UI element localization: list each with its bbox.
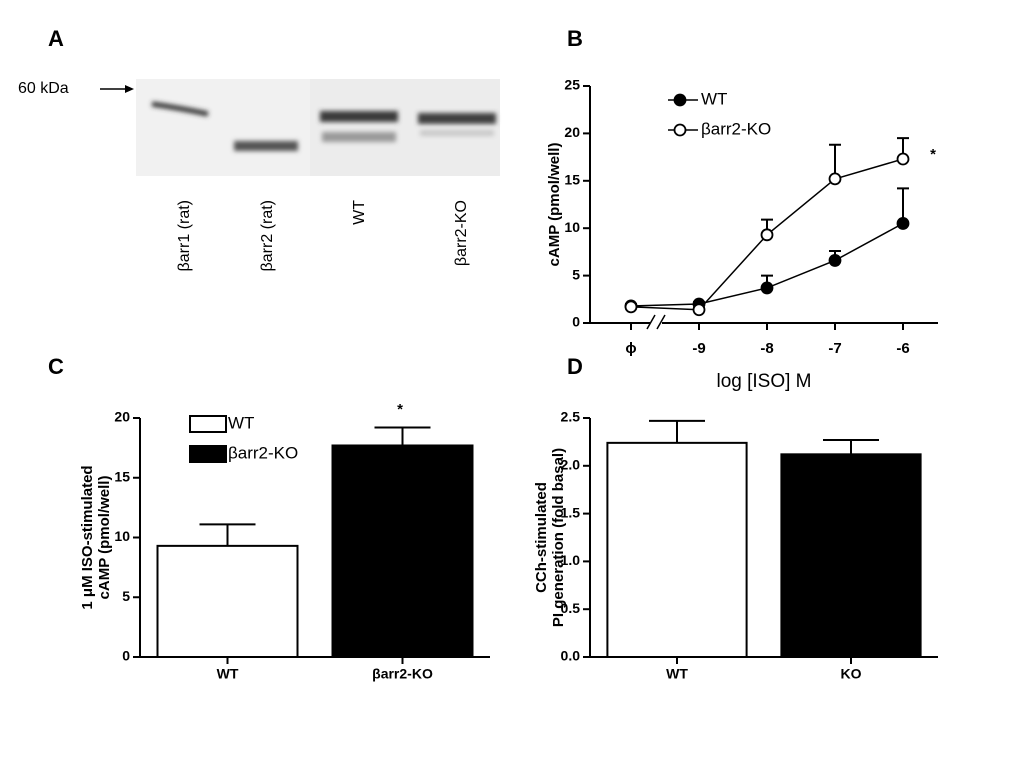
y-tick-label: 5 (572, 266, 580, 282)
legend-label: βarr2-KO (228, 443, 298, 462)
bar (606, 441, 748, 658)
x-tick-label: -7 (828, 340, 841, 357)
point (760, 281, 774, 295)
axis-break (656, 314, 666, 330)
legend-swatch (189, 415, 227, 433)
y-axis-label: 1 μM ISO-stimulated (79, 465, 96, 609)
x-tick-label: WT (666, 666, 688, 682)
x-tick-label: ϕ (625, 340, 636, 357)
point (624, 300, 638, 314)
point (828, 254, 842, 267)
bar (331, 444, 474, 658)
y-tick-label: 1.5 (561, 504, 581, 520)
lane-label: βarr2-KO (453, 200, 470, 266)
point (828, 172, 842, 186)
legend-label: WT (701, 89, 727, 108)
y-tick-label: 20 (564, 124, 580, 140)
y-tick-label: 1.0 (561, 552, 581, 568)
point (896, 152, 910, 166)
y-tick-label: 0.0 (561, 648, 581, 664)
error-bar (823, 438, 879, 455)
arrow (100, 85, 134, 93)
y-tick-label: 20 (114, 409, 130, 425)
legend-swatch (189, 445, 227, 463)
axis-break-gap (650, 319, 662, 327)
x-tick-label: -9 (692, 340, 705, 357)
y-axis-label: PI generation (fold basal) (550, 448, 567, 627)
legend-label: βarr2-KO (701, 119, 771, 138)
panel-letter: A (48, 26, 64, 51)
error-bar (649, 419, 705, 443)
y-tick-label: 2.0 (561, 457, 581, 473)
annotation: * (397, 401, 403, 418)
lane-label: WT (351, 200, 368, 225)
y-tick-label: 0 (122, 648, 130, 664)
point (760, 228, 774, 242)
lane-label: βarr1 (rat) (176, 200, 193, 271)
x-tick-label: KO (841, 666, 862, 682)
y-tick-label: 15 (114, 468, 130, 484)
bar (156, 544, 299, 658)
axis-break (646, 314, 656, 330)
y-axis-label: cAMP (pmol/well) (546, 143, 563, 267)
marker-label: 60 kDa (18, 80, 69, 97)
x-axis-label: log [ISO] M (716, 371, 811, 392)
y-tick-label: 2.5 (561, 409, 581, 425)
panel-letter: B (567, 26, 583, 51)
y-tick-label: 0.5 (561, 600, 581, 616)
x-tick-label: -8 (760, 340, 773, 357)
y-tick-label: 5 (122, 588, 130, 604)
y-axis-label: cAMP (pmol/well) (96, 476, 113, 600)
error-bar (199, 523, 256, 546)
y-tick-label: 15 (564, 172, 580, 188)
legend-marker (673, 93, 687, 107)
y-axis-label: CCh-stimulated (533, 482, 550, 593)
legend-label: WT (228, 413, 254, 432)
legend-marker (673, 123, 687, 137)
y-tick-label: 10 (564, 219, 580, 235)
point (896, 217, 910, 230)
panel-letter: C (48, 354, 64, 379)
error-bar (374, 426, 431, 446)
x-tick-label: -6 (896, 340, 909, 357)
blot (136, 79, 500, 176)
x-tick-label: βarr2-KO (372, 666, 433, 682)
y-tick-label: 0 (572, 314, 580, 330)
bar (780, 453, 922, 658)
y-tick-label: 10 (114, 528, 130, 544)
y-tick-label: 25 (564, 77, 580, 93)
point (692, 303, 706, 317)
x-tick-label: WT (217, 666, 239, 682)
lane-label: βarr2 (rat) (259, 200, 276, 271)
annotation: * (930, 146, 936, 163)
panel-letter: D (567, 354, 583, 379)
